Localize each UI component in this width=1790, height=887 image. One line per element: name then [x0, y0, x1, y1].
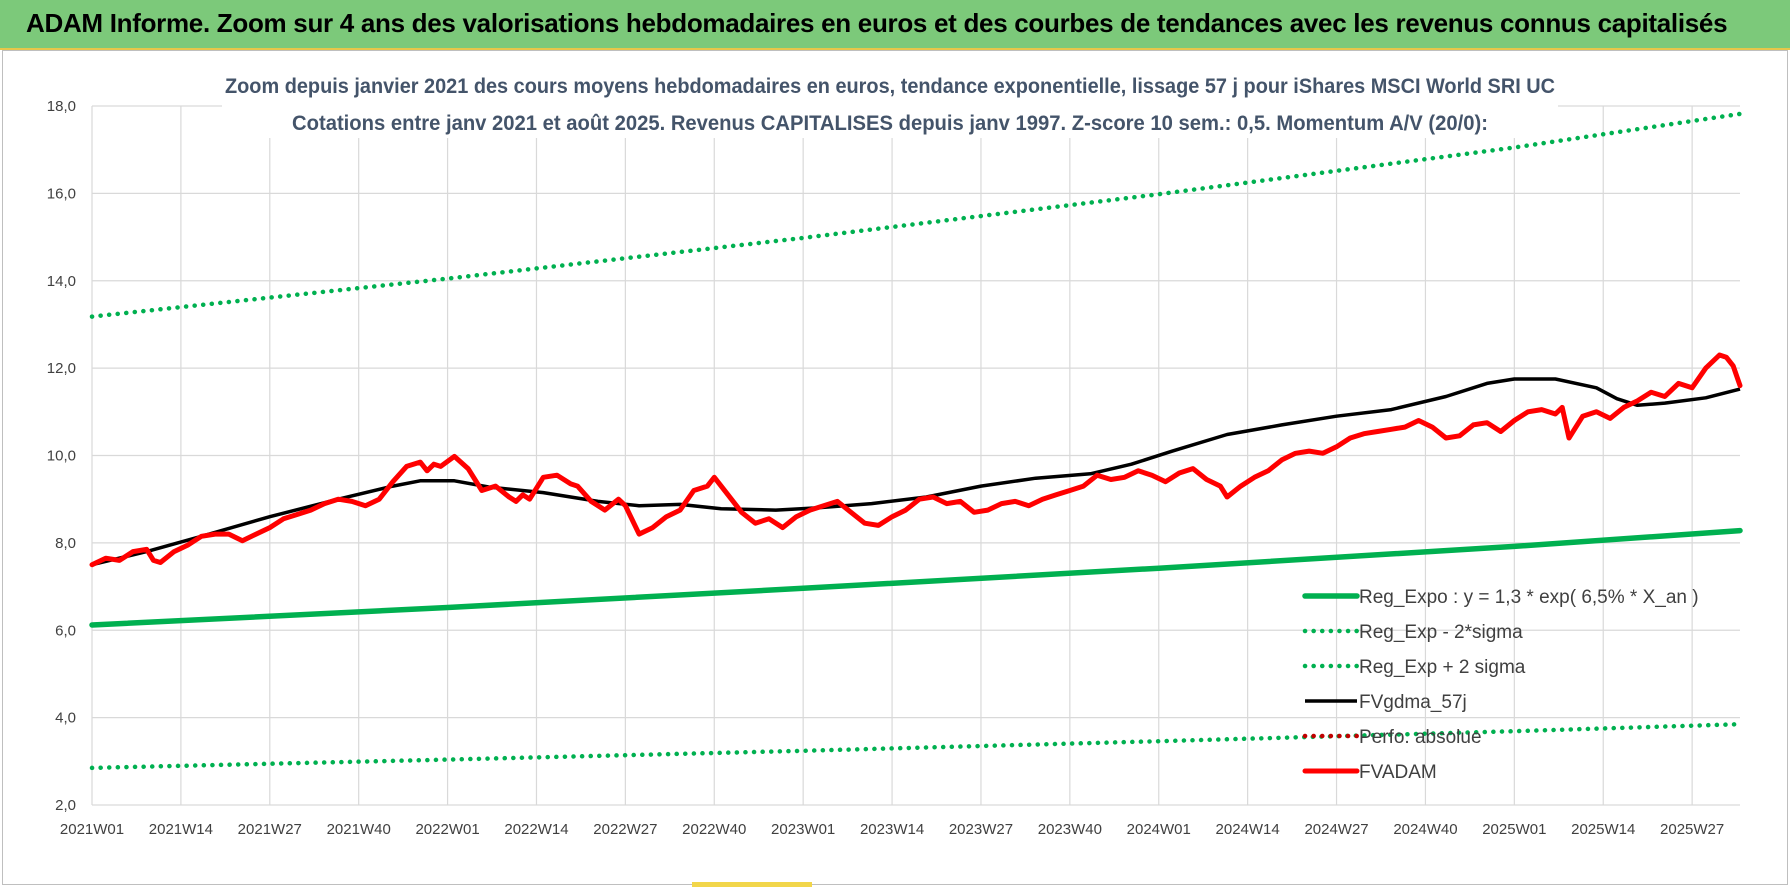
x-tick-label: 2021W27 [238, 821, 302, 838]
grid-lines [91, 105, 1740, 806]
x-tick-label: 2021W14 [149, 821, 213, 838]
legend-label-4: Perfo. absolue [1359, 727, 1482, 748]
x-tick-label: 2023W01 [771, 821, 835, 838]
banner-title: ADAM Informe. Zoom sur 4 ans des valoris… [26, 8, 1728, 38]
series-line-3 [91, 377, 1741, 567]
y-tick-label: 16,0 [47, 185, 76, 202]
y-tick-label: 14,0 [47, 273, 76, 290]
x-tick-label: 2022W27 [593, 821, 657, 838]
title-backdrop [222, 64, 1558, 138]
x-tick-label: 2025W01 [1482, 821, 1546, 838]
y-tick-label: 6,0 [55, 622, 76, 639]
legend: Reg_Expo : y = 1,3 * exp( 6,5% * X_an ) R… [1302, 587, 1699, 783]
chart-frame [2, 50, 1788, 885]
x-tick-label: 2022W40 [682, 821, 746, 838]
x-tick-label: 2024W01 [1127, 821, 1191, 838]
y-axis-ticks: 2,0 4,0 6,0 8,0 10,0 12,0 14,0 16,0 18,0 [47, 98, 76, 814]
x-tick-label: 2025W27 [1660, 821, 1724, 838]
x-tick-label: 2021W01 [60, 821, 124, 838]
legend-label-1: Reg_Exp - 2*sigma [1359, 622, 1523, 643]
series-lines [89, 111, 1743, 771]
y-tick-label: 18,0 [47, 98, 76, 115]
y-tick-label: 8,0 [55, 535, 76, 552]
legend-label-3: FVgdma_57j [1359, 692, 1467, 713]
x-tick-label: 2022W14 [504, 821, 568, 838]
y-tick-label: 10,0 [47, 448, 76, 465]
legend-label-2: Reg_Exp + 2 sigma [1359, 657, 1526, 678]
x-tick-label: 2021W40 [327, 821, 391, 838]
x-tick-label: 2024W14 [1216, 821, 1280, 838]
y-tick-label: 4,0 [55, 710, 76, 727]
x-tick-label: 2023W27 [949, 821, 1013, 838]
legend-label-0: Reg_Expo : y = 1,3 * exp( 6,5% * X_an ) [1359, 587, 1699, 608]
series-line-2 [89, 111, 1743, 319]
x-tick-label: 2022W01 [415, 821, 479, 838]
x-axis-ticks: 2021W01 2021W14 2021W27 2021W40 2022W01 2022W… [60, 821, 1724, 838]
y-tick-label: 2,0 [55, 797, 76, 814]
bottom-marker [692, 882, 812, 887]
series-line-1 [89, 721, 1743, 771]
chart-title-line-2: Cotations entre janv 2021 et août 2025. … [292, 112, 1488, 135]
y-tick-label: 12,0 [47, 360, 76, 377]
x-tick-label: 2024W40 [1393, 821, 1457, 838]
series-line-0 [89, 527, 1743, 628]
x-tick-label: 2023W40 [1038, 821, 1102, 838]
series-line-5 [89, 352, 1743, 568]
header-banner: ADAM Informe. Zoom sur 4 ans des valoris… [0, 0, 1790, 50]
x-tick-label: 2024W27 [1304, 821, 1368, 838]
x-tick-label: 2023W14 [860, 821, 924, 838]
legend-label-5: FVADAM [1359, 762, 1437, 783]
x-tick-label: 2025W14 [1571, 821, 1635, 838]
chart-title-line-1: Zoom depuis janvier 2021 des cours moyen… [225, 75, 1555, 98]
